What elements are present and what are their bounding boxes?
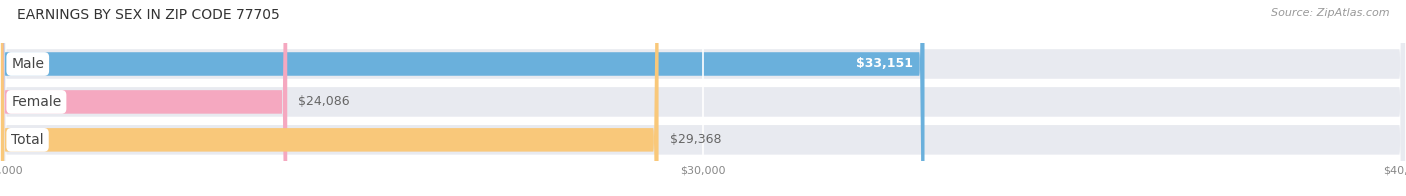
- Text: $24,086: $24,086: [298, 95, 350, 108]
- Text: Female: Female: [11, 95, 62, 109]
- FancyBboxPatch shape: [0, 0, 658, 196]
- Text: $33,151: $33,151: [856, 57, 914, 71]
- Text: EARNINGS BY SEX IN ZIP CODE 77705: EARNINGS BY SEX IN ZIP CODE 77705: [17, 8, 280, 22]
- FancyBboxPatch shape: [0, 0, 925, 196]
- Text: Source: ZipAtlas.com: Source: ZipAtlas.com: [1271, 8, 1389, 18]
- Text: Total: Total: [11, 133, 44, 147]
- Text: $29,368: $29,368: [669, 133, 721, 146]
- FancyBboxPatch shape: [0, 0, 287, 196]
- Text: Male: Male: [11, 57, 44, 71]
